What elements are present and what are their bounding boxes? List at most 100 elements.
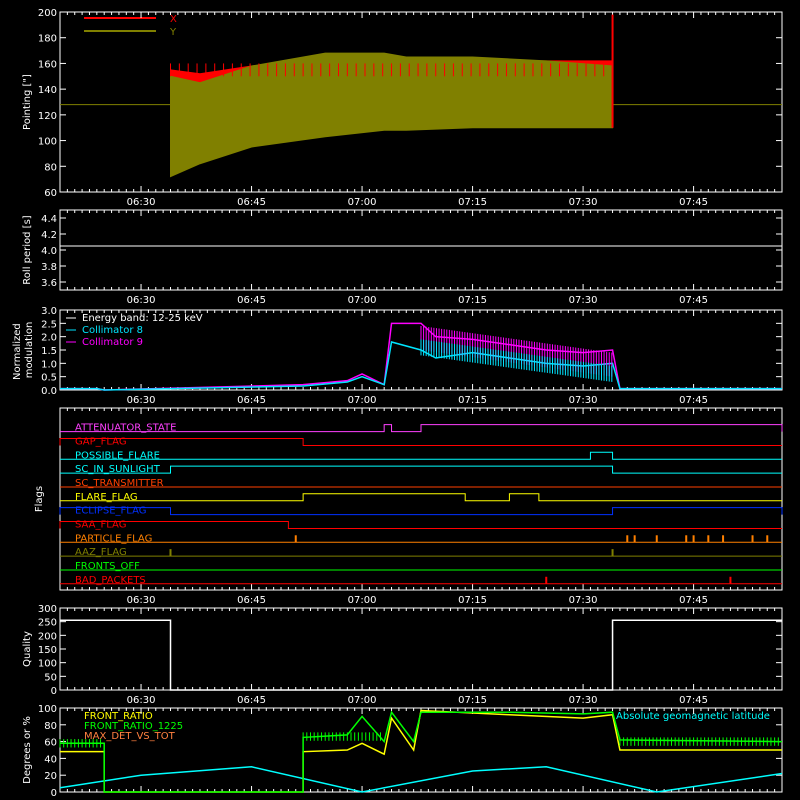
time-tick-label: 07:00 (348, 395, 377, 406)
y-tick-label: 80 (44, 721, 57, 732)
y-tick-label: 60 (44, 738, 57, 749)
time-tick-label: 07:15 (458, 197, 487, 208)
y-tick-label: 150 (38, 645, 57, 656)
modulation-ylabel-line1: Normalized (12, 323, 23, 380)
modulation-ylabel: Normalized modulation (12, 320, 35, 380)
flag-line-possible-flare (60, 451, 782, 460)
y-tick-label: 200 (38, 8, 57, 19)
flag-line-gap-flag (59, 437, 782, 446)
time-tick-label: 06:30 (127, 295, 156, 306)
time-tick-label: 07:45 (679, 295, 708, 306)
y-tick-label: 1.0 (41, 359, 57, 370)
flag-label-aaz-flag: AAZ_FLAG (75, 547, 127, 558)
modulation-ylabel-line2: modulation (24, 322, 35, 379)
legend-coll9: Collimator 9 (82, 337, 143, 348)
time-tick-label: 06:45 (237, 295, 266, 306)
time-tick-label: 07:30 (569, 395, 598, 406)
time-tick-label: 07:15 (458, 695, 487, 706)
time-tick-label: 07:00 (348, 595, 377, 606)
flag-line-sc-in-sunlight (60, 465, 782, 474)
y-tick-label: 80 (44, 162, 57, 173)
y-tick-label: 300 (38, 604, 57, 615)
time-tick-label: 07:30 (569, 595, 598, 606)
flag-label-possible-flare: POSSIBLE_FLARE (75, 450, 160, 461)
time-tick-label: 07:15 (458, 295, 487, 306)
time-tick-label: 07:15 (458, 595, 487, 606)
time-tick-label: 07:15 (458, 395, 487, 406)
flag-line-attenuator-state (60, 424, 783, 433)
collimator-9-line (60, 322, 782, 391)
flag-label-eclipse-flag: ECLIPSE_FLAG (75, 506, 146, 517)
y-tick-label: 120 (38, 111, 57, 122)
y-tick-label: 100 (38, 704, 57, 715)
time-tick-label: 06:30 (127, 197, 156, 208)
time-tick-label: 07:45 (679, 197, 708, 208)
legend-front-ratio-1225: FRONT_RATIO_1225 (84, 721, 183, 732)
y-tick-label: 140 (38, 85, 57, 96)
flag-label-bad-packets: BAD_PACKETS (75, 575, 146, 586)
time-tick-label: 06:30 (127, 395, 156, 406)
y-tick-label: 3.6 (41, 278, 57, 289)
pointing-ylabel: Pointing ["] (22, 74, 33, 130)
y-tick-label: 160 (38, 59, 57, 70)
chart-marks: 06:30 06:45 07:00 07:15 07:30 07:45 06:30 06:45… (38, 8, 783, 799)
y-tick-label: 0 (51, 788, 57, 799)
legend-geomag-lat: Absolute geomagnetic latitude (616, 711, 770, 722)
flag-label-sc-in-sunlight: SC_IN_SUNLIGHT (75, 464, 161, 475)
flag-line-flare-flag (60, 493, 782, 502)
time-tick-label: 06:45 (237, 595, 266, 606)
y-tick-label: 50 (44, 672, 57, 683)
time-tick-label: 06:45 (237, 695, 266, 706)
y-tick-label: 0 (51, 686, 57, 697)
y-tick-label: 0.5 (41, 373, 57, 384)
time-tick-label: 07:00 (348, 295, 377, 306)
time-tick-label: 06:30 (127, 695, 156, 706)
geomag-latitude-line (59, 766, 783, 793)
y-tick-label: 100 (38, 659, 57, 670)
y-tick-label: 100 (38, 137, 57, 148)
flag-label-particle-flag: PARTICLE_FLAG (75, 533, 152, 544)
time-tick-label: 06:45 (237, 197, 266, 208)
y-tick-label: 180 (38, 34, 57, 45)
y-tick-label: 20 (44, 771, 57, 782)
flag-label-fronts-off: FRONTS_OFF (75, 561, 140, 572)
time-tick-label: 07:45 (679, 395, 708, 406)
y-tick-label: 4.4 (41, 214, 57, 225)
legend-y-label: Y (169, 27, 177, 38)
y-tick-label: 60 (44, 188, 57, 199)
quality-line (60, 619, 782, 691)
y-tick-label: 4.2 (41, 230, 57, 241)
roll-ylabel: Roll period [s] (22, 215, 33, 284)
flag-label-sc-transmitter: SC_TRANSMITTER (75, 478, 164, 489)
y-tick-label: 0.0 (41, 386, 57, 397)
legend-x-label: X (170, 14, 177, 25)
flag-label-flare-flag: FLARE_FLAG (75, 492, 138, 503)
legend-energy-band: Energy band: 12-25 keV (82, 313, 203, 324)
flags-ylabel: Flags (34, 486, 45, 512)
y-tick-label: 200 (38, 631, 57, 642)
legend-coll8: Collimator 8 (82, 325, 143, 336)
y-tick-label: 250 (38, 618, 57, 629)
time-tick-label: 07:30 (569, 695, 598, 706)
y-tick-label: 2.0 (41, 333, 57, 344)
fronts-ylabel: Degrees or % (22, 716, 33, 784)
time-tick-label: 07:00 (348, 695, 377, 706)
quality-ylabel: Quality (22, 631, 33, 667)
legend-max-det: MAX_DET_VS_TOT (84, 731, 176, 742)
time-tick-label: 07:30 (569, 295, 598, 306)
time-tick-label: 06:45 (237, 395, 266, 406)
y-tick-label: 40 (44, 754, 57, 765)
legend-front-ratio: FRONT_RATIO (84, 711, 153, 722)
flag-label-saa-flag: SAA_FLAG (75, 519, 126, 530)
y-tick-label: 2.5 (41, 319, 57, 330)
y-tick-label: 3.8 (41, 262, 57, 273)
time-tick-label: 06:30 (127, 595, 156, 606)
y-tick-label: 1.5 (41, 346, 57, 357)
time-tick-label: 07:00 (348, 197, 377, 208)
y-tick-label: 4.0 (41, 246, 57, 257)
time-tick-label: 07:45 (679, 595, 708, 606)
flag-line-saa-flag (59, 520, 782, 529)
flag-line-eclipse-flag (59, 507, 783, 516)
time-tick-label: 07:45 (679, 695, 708, 706)
